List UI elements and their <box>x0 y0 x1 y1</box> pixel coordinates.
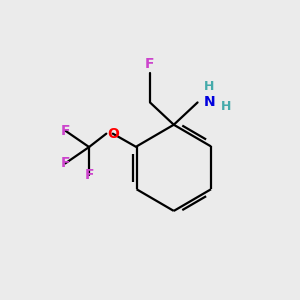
Text: H: H <box>220 100 231 113</box>
Text: O: O <box>107 127 119 141</box>
Text: H: H <box>204 80 214 93</box>
Text: F: F <box>145 57 155 71</box>
Text: N: N <box>204 95 215 110</box>
Text: F: F <box>61 156 70 170</box>
Text: F: F <box>61 124 70 138</box>
Text: F: F <box>84 168 94 182</box>
